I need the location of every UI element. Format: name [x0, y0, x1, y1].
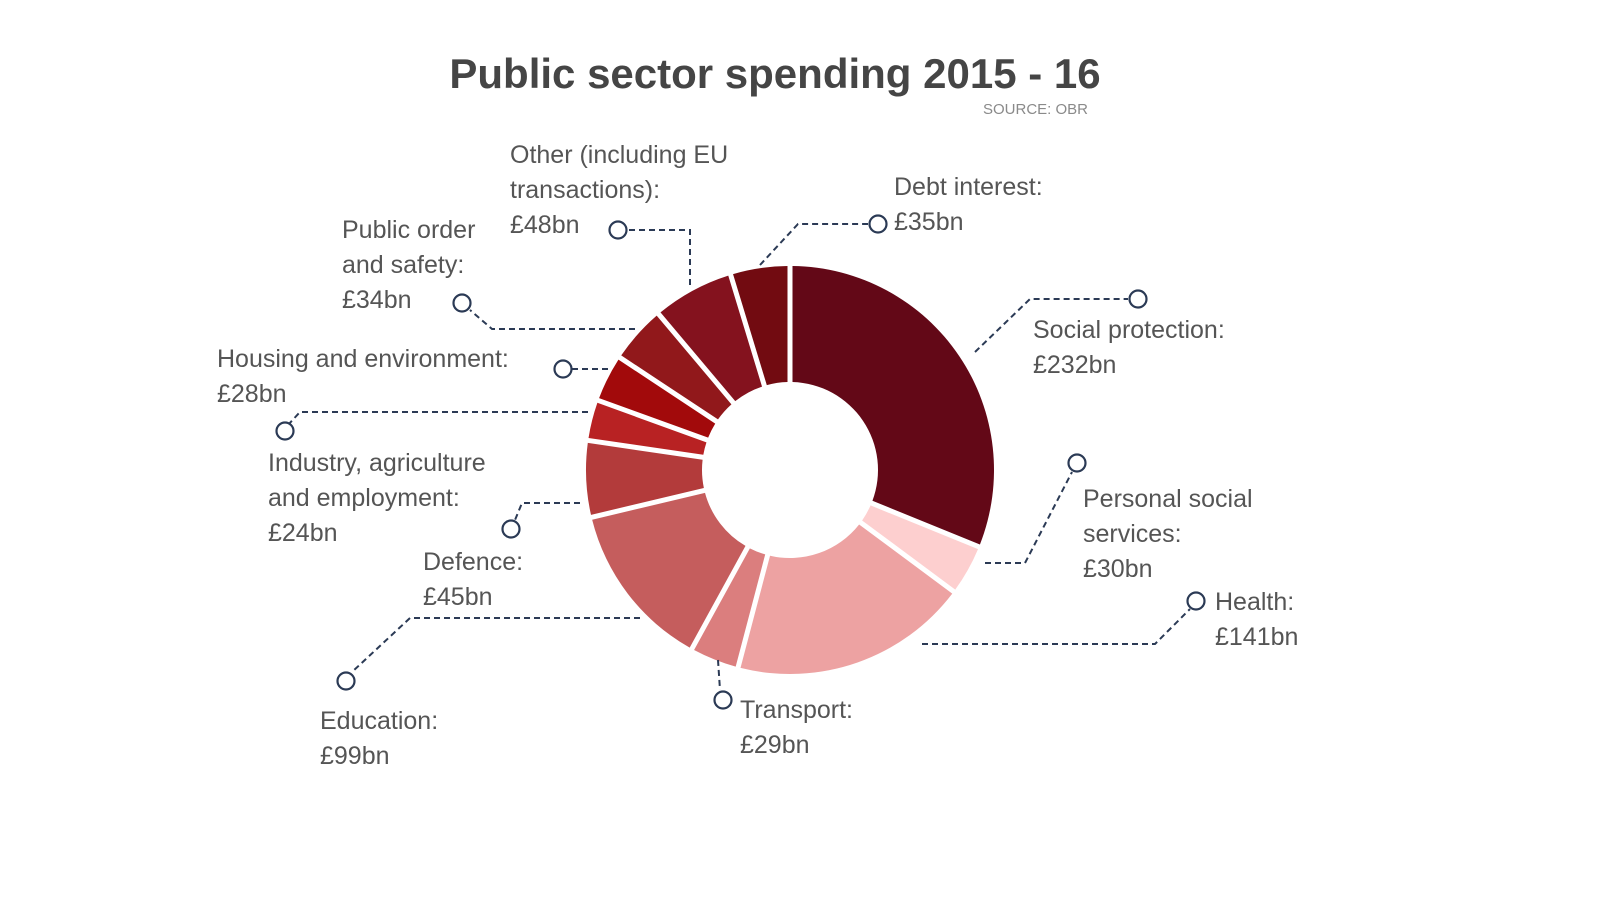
- slice-defence: [586, 442, 704, 515]
- leader-line-social-protection: [974, 298, 1128, 353]
- slice-transport: [694, 548, 766, 667]
- data-label-debt-interest: £35bn: [894, 208, 964, 236]
- leader-dot-personal-social-services: [1067, 453, 1087, 473]
- leader-dot-defence: [501, 519, 521, 539]
- leader-line-industry-agriculture-and-employment: [287, 411, 588, 426]
- data-label-education: £99bn: [320, 742, 390, 770]
- data-label-health: Health:: [1215, 588, 1294, 616]
- data-label-other-including-eu-transactions: transactions):: [510, 176, 660, 204]
- data-label-industry-agriculture-and-employment: and employment:: [268, 484, 460, 512]
- labels: Social protection: £232bn Personal social s…: [217, 141, 1298, 770]
- data-label-housing-and-environment: Housing and environment:: [217, 345, 509, 373]
- data-label-other-including-eu-transactions: Other (including EU: [510, 141, 728, 169]
- data-label-personal-social-services: services:: [1083, 520, 1182, 548]
- slice-industry-agriculture-and-employment: [588, 402, 707, 455]
- data-label-personal-social-services: Personal social: [1083, 485, 1253, 513]
- leader-dot-other-including-eu-transactions: [608, 220, 628, 240]
- leader-line-other-including-eu-transactions: [627, 229, 691, 285]
- leader-line-health: [922, 608, 1191, 645]
- data-label-transport: £29bn: [740, 731, 810, 759]
- leader-dot-debt-interest: [868, 214, 888, 234]
- data-label-industry-agriculture-and-employment: £24bn: [268, 519, 338, 547]
- leader-line-education: [351, 617, 640, 673]
- data-label-housing-and-environment: £28bn: [217, 380, 287, 408]
- leader-line-transport: [717, 659, 721, 691]
- data-label-education: Education:: [320, 707, 438, 735]
- leader-dot-public-order-and-safety: [452, 293, 472, 313]
- data-label-defence: Defence:: [423, 548, 523, 576]
- slice-debt-interest: [733, 266, 788, 386]
- data-label-public-order-and-safety: Public order: [342, 216, 475, 244]
- slice-housing-and-environment: [599, 359, 716, 438]
- data-label-social-protection: Social protection:: [1033, 316, 1225, 344]
- chart-source: SOURCE: OBR: [983, 101, 1088, 118]
- slice-social-protection: [792, 266, 994, 545]
- data-label-other-including-eu-transactions: £48bn: [510, 211, 580, 239]
- slice-other-including-eu-transactions: [660, 275, 763, 402]
- slices: [586, 266, 994, 674]
- data-label-debt-interest: Debt interest:: [894, 173, 1043, 201]
- data-label-transport: Transport:: [740, 696, 853, 724]
- leader-dot-industry-agriculture-and-employment: [275, 421, 295, 441]
- leader-dot-housing-and-environment: [553, 359, 573, 379]
- leader-line-defence: [514, 502, 580, 521]
- chart-title: Public sector spending 2015 - 16: [449, 50, 1100, 97]
- leader-line-public-order-and-safety: [469, 309, 635, 330]
- slice-personal-social-services: [862, 505, 979, 590]
- slice-public-order-and-safety: [621, 315, 732, 420]
- leader-dot-social-protection: [1128, 289, 1148, 309]
- leader-dot-transport: [713, 690, 733, 710]
- data-label-public-order-and-safety: and safety:: [342, 251, 464, 279]
- slice-education: [592, 492, 746, 648]
- data-label-health: £141bn: [1215, 623, 1298, 651]
- data-label-personal-social-services: £30bn: [1083, 555, 1153, 583]
- data-label-social-protection: £232bn: [1033, 351, 1116, 379]
- data-label-industry-agriculture-and-employment: Industry, agriculture: [268, 449, 486, 477]
- leader-line-personal-social-services: [985, 471, 1073, 564]
- leader-dot-education: [336, 671, 356, 691]
- leader-line-debt-interest: [759, 223, 868, 266]
- data-label-public-order-and-safety: £34bn: [342, 286, 412, 314]
- leader-dot-health: [1186, 591, 1206, 611]
- data-label-defence: £45bn: [423, 583, 493, 611]
- slice-health: [740, 524, 953, 674]
